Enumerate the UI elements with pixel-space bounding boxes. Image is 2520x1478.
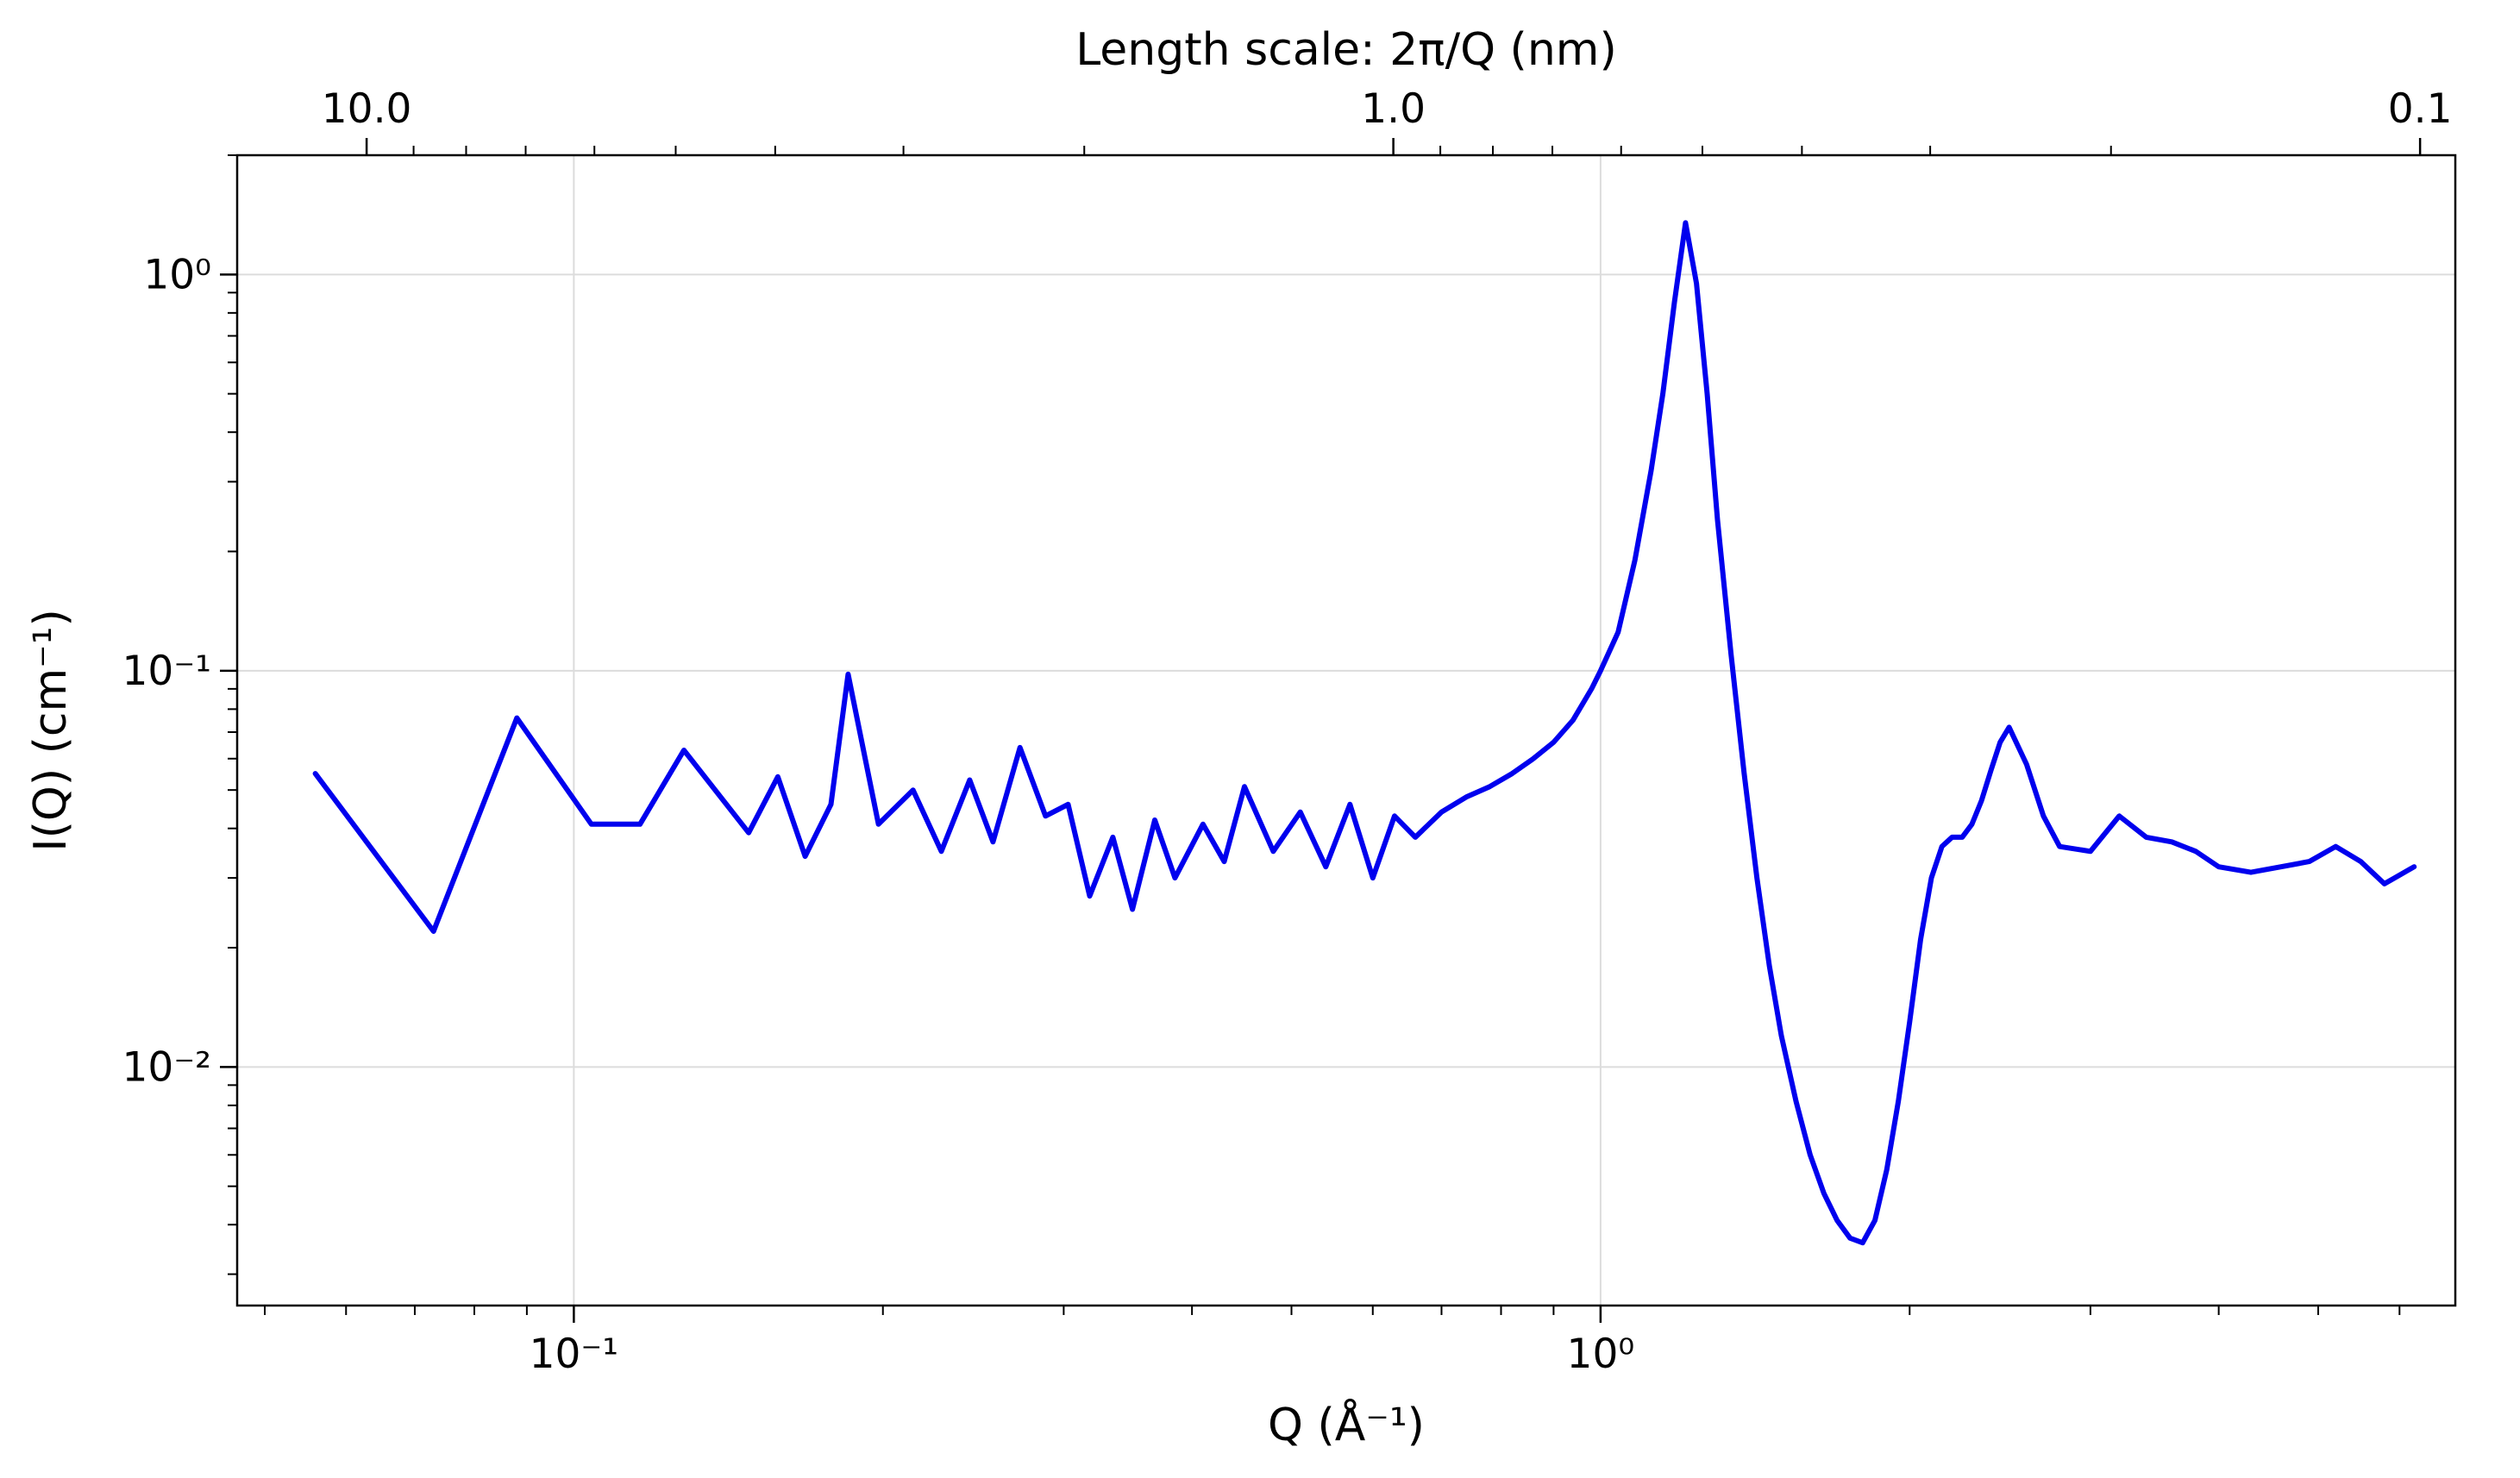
x-tick-label: 10⁰ bbox=[1567, 1331, 1635, 1378]
plot-frame bbox=[235, 153, 2457, 1307]
ticks: 10⁻¹ 10⁰ 10⁻² 10⁻¹ 10⁰ 10.0 1.0 0.1 bbox=[122, 85, 2453, 1378]
top-x-axis-title: Length scale: 2π/Q (nm) bbox=[1075, 24, 1616, 76]
top-tick-label: 10.0 bbox=[322, 85, 412, 133]
series-line-0 bbox=[312, 220, 2417, 1246]
top-tick-label: 0.1 bbox=[2388, 85, 2453, 133]
top-tick-label: 1.0 bbox=[1361, 85, 1426, 133]
y-tick-label: 10⁻² bbox=[122, 1043, 211, 1091]
y-tick-label: 10⁻¹ bbox=[122, 648, 211, 695]
grid bbox=[237, 155, 2455, 1306]
y-axis-title: I(Q) (cm⁻¹) bbox=[25, 609, 77, 851]
y-tick-label: 10⁰ bbox=[143, 251, 211, 298]
x-tick-label: 10⁻¹ bbox=[530, 1331, 618, 1378]
x-axis-title: Q (Å⁻¹) bbox=[1268, 1398, 1425, 1451]
series-layer bbox=[312, 220, 2417, 1246]
